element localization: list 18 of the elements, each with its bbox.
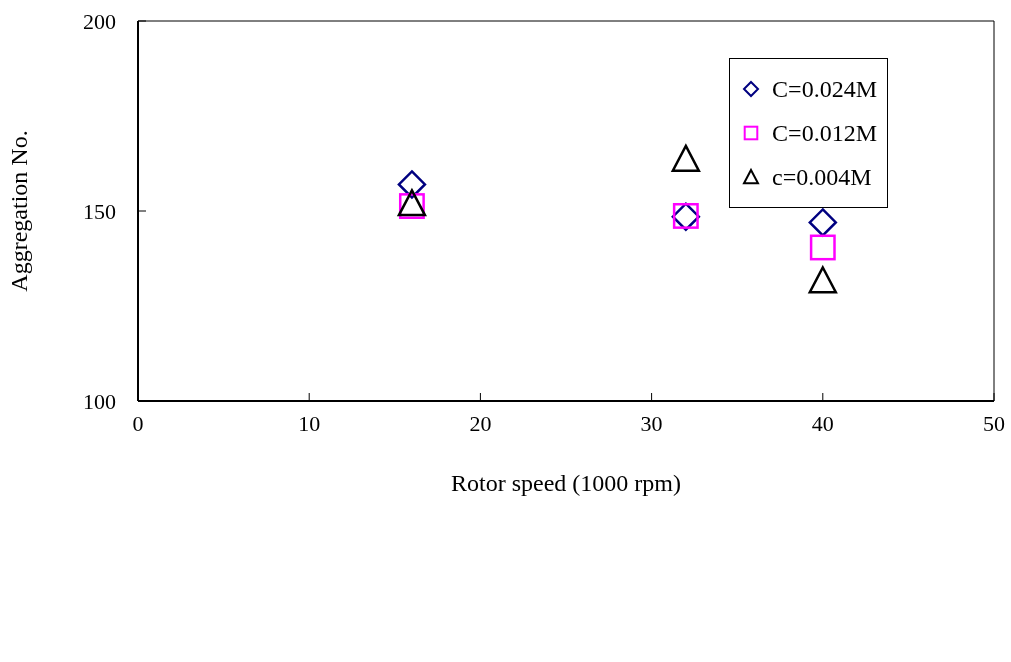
x-tick-label: 10 (298, 410, 321, 436)
point (808, 266, 838, 294)
x-tick-label: 40 (811, 410, 834, 436)
legend-label: c=0.004M (772, 163, 872, 191)
legend-label: C=0.012M (772, 119, 877, 147)
x-tick-label: 50 (983, 410, 1005, 436)
x-tick-label: 20 (469, 410, 492, 436)
point (671, 144, 701, 172)
point (808, 208, 838, 237)
y-axis-title: Aggregation No. (5, 130, 32, 292)
point (809, 234, 836, 261)
y-tick-label: 150 (83, 198, 116, 224)
y-tick-label: 100 (83, 388, 116, 414)
y-tick-label: 200 (83, 8, 116, 34)
x-axis-title: Rotor speed (1000 rpm) (451, 470, 681, 496)
x-tick-label: 30 (640, 410, 663, 436)
legend-label: C=0.024M (772, 75, 877, 103)
x-tick-label: 0 (132, 410, 144, 436)
